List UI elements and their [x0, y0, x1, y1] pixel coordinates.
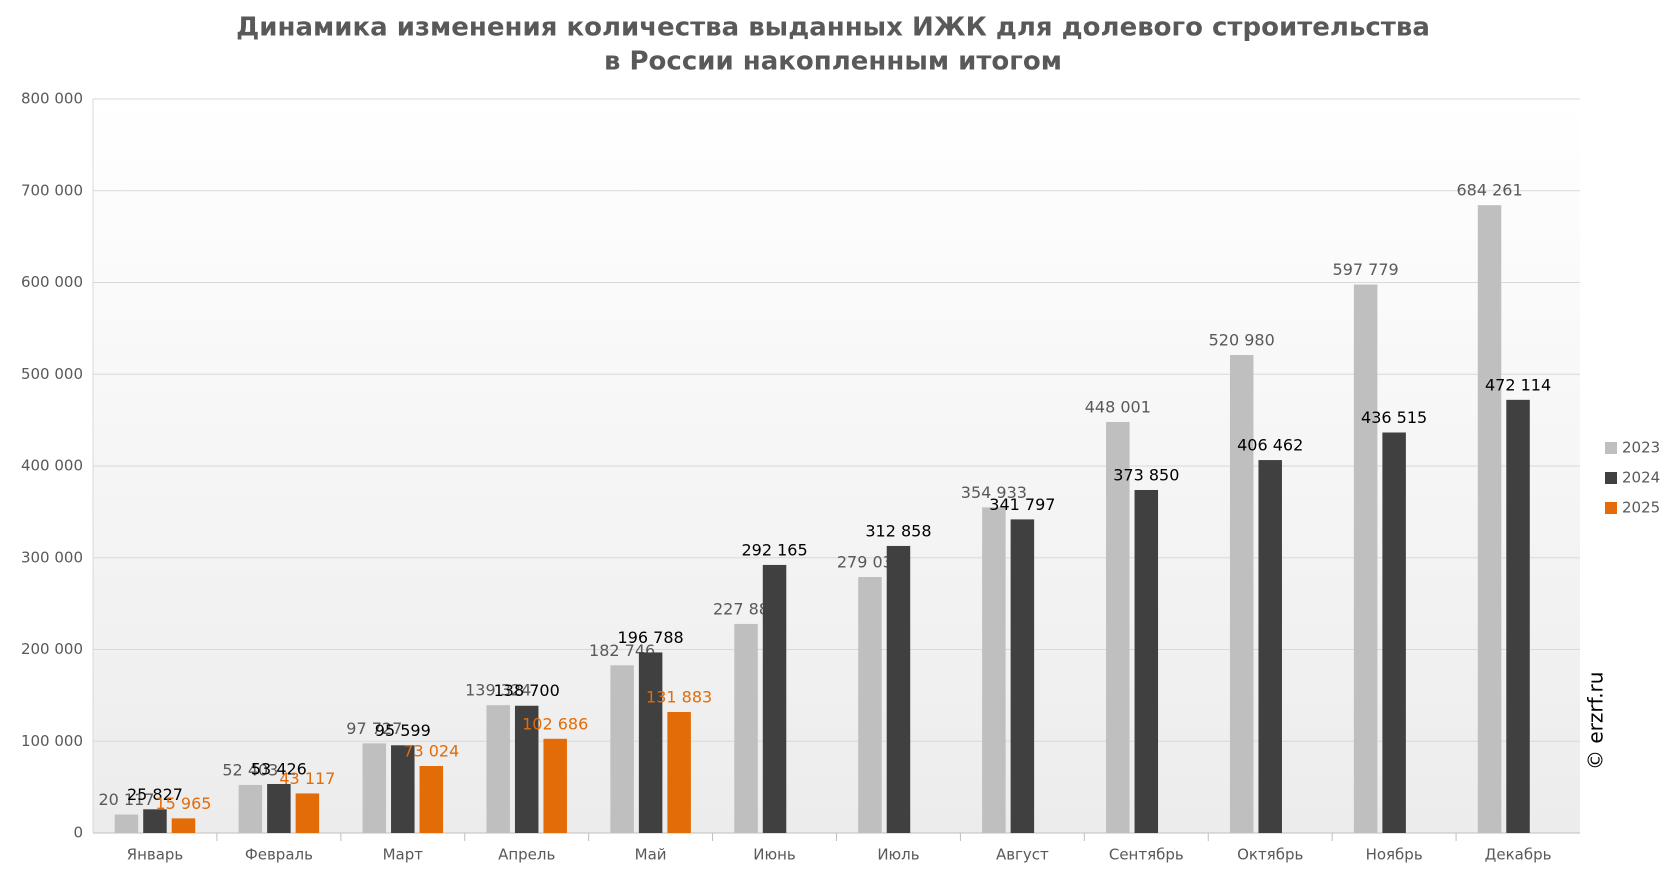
bar [667, 711, 691, 833]
bar [1477, 205, 1502, 833]
bar [1106, 421, 1130, 833]
watermark: © erzrf.ru [1584, 672, 1608, 770]
data-label: 182 746 [589, 641, 655, 660]
x-tick-label: Февраль [245, 846, 313, 864]
bar [1506, 399, 1530, 833]
data-label: 52 403 [222, 760, 278, 779]
data-label: 597 779 [1333, 260, 1399, 279]
y-tick-label: 0 [73, 824, 83, 842]
bar [486, 705, 510, 833]
bar [886, 545, 911, 833]
data-label: 131 883 [646, 687, 712, 706]
data-label: 684 261 [1456, 181, 1522, 200]
data-label: 97 727 [346, 719, 402, 738]
data-label: 312 858 [865, 521, 931, 540]
bar [1229, 355, 1254, 833]
legend-swatch [1605, 472, 1617, 484]
bar [1134, 489, 1159, 833]
bar [610, 665, 634, 833]
x-tick-label: Апрель [498, 846, 555, 864]
data-label: 227 881 [713, 599, 779, 618]
data-label: 138 700 [494, 681, 560, 700]
bar [362, 743, 387, 833]
x-tick-label: Декабрь [1485, 846, 1552, 864]
y-tick-label: 300 000 [21, 548, 83, 566]
data-label: 436 515 [1361, 408, 1427, 427]
bar [238, 784, 263, 833]
x-tick-label: Сентябрь [1109, 846, 1184, 864]
chart-subtitle: в России накопленным итогом [604, 47, 1062, 77]
bar [858, 576, 882, 833]
bar [543, 738, 567, 833]
data-label: 373 850 [1113, 465, 1179, 484]
data-label: 73 024 [403, 742, 459, 761]
data-label: 341 797 [989, 495, 1055, 514]
data-label: 15 965 [155, 794, 211, 813]
data-label: 448 001 [1085, 397, 1151, 416]
bar [982, 507, 1006, 833]
data-label: 354 933 [961, 483, 1027, 502]
bar [295, 793, 320, 833]
bar [638, 652, 663, 833]
data-label: 20 117 [98, 790, 154, 809]
legend-label: 2023 [1622, 439, 1660, 457]
data-label: 43 117 [279, 769, 335, 788]
x-tick-label: Октябрь [1237, 846, 1303, 864]
y-tick-label: 500 000 [21, 365, 83, 383]
bar [419, 766, 444, 833]
data-label: 472 114 [1485, 375, 1551, 394]
data-label: 196 788 [618, 628, 684, 647]
bar [143, 809, 167, 833]
legend-label: 2025 [1622, 499, 1660, 517]
y-tick-label: 100 000 [21, 732, 83, 750]
bar [1010, 519, 1035, 833]
data-label: 279 034 [837, 552, 903, 571]
data-label: 53 426 [251, 759, 307, 778]
bar [391, 745, 415, 833]
x-tick-label: Июль [877, 846, 919, 864]
x-tick-label: Июнь [753, 846, 796, 864]
y-tick-label: 700 000 [21, 181, 83, 199]
bar [1382, 432, 1406, 833]
bar [1353, 284, 1378, 833]
legend-swatch [1605, 502, 1617, 514]
bar [171, 818, 196, 833]
data-label: 520 980 [1209, 331, 1275, 350]
bar [267, 783, 291, 833]
bar [734, 623, 758, 833]
y-tick-label: 200 000 [21, 640, 83, 658]
y-tick-label: 800 000 [21, 90, 83, 108]
bar [1258, 460, 1282, 833]
bar [114, 814, 139, 833]
chart-title: Динамика изменения количества выданных И… [236, 13, 1430, 43]
data-label: 406 462 [1237, 436, 1303, 455]
y-tick-label: 400 000 [21, 457, 83, 475]
data-label: 25 827 [127, 785, 183, 804]
y-tick-label: 600 000 [21, 273, 83, 291]
data-label: 139 324 [465, 681, 531, 700]
bar [762, 564, 787, 833]
x-tick-label: Ноябрь [1366, 846, 1423, 864]
x-tick-label: Январь [127, 846, 184, 864]
data-label: 95 599 [375, 721, 431, 740]
bar [514, 705, 539, 833]
x-tick-label: Май [635, 846, 667, 864]
data-label: 102 686 [522, 714, 588, 733]
legend-label: 2024 [1622, 469, 1660, 487]
x-tick-label: Март [383, 846, 424, 864]
data-label: 292 165 [741, 540, 807, 559]
x-tick-label: Август [996, 846, 1049, 864]
legend-swatch [1605, 442, 1617, 454]
